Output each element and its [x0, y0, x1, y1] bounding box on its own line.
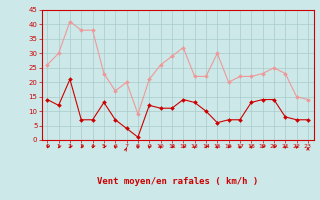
Text: Vent moyen/en rafales ( km/h ): Vent moyen/en rafales ( km/h ): [97, 177, 258, 186]
